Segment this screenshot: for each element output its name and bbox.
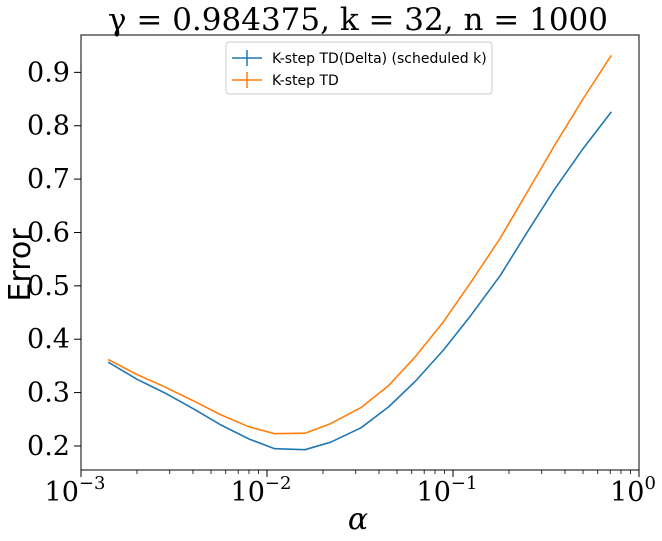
legend: K-step TD(Delta) (scheduled k) K-step TD (225, 41, 493, 95)
y-tick-label-5: 0.7 (27, 164, 70, 195)
y-tick-label-3: 0.5 (27, 271, 70, 302)
x-axis-label: α (348, 502, 368, 537)
legend-entry-0: K-step TD(Delta) (scheduled k) (232, 50, 487, 67)
x-axis-minor-ticks (136, 470, 631, 474)
chart-title: γ = 0.984375, k = 32, n = 1000 (108, 2, 608, 38)
y-tick-label-4: 0.6 (27, 217, 70, 248)
series-line-1 (107, 54, 612, 435)
plot-area (80, 34, 640, 471)
series-layer (107, 54, 612, 451)
legend-label-0: K-step TD(Delta) (scheduled k) (272, 51, 487, 67)
y-axis: 0.2 0.3 0.4 0.5 0.6 0.7 0.8 0.9 (27, 57, 81, 462)
y-tick-label-7: 0.9 (27, 57, 70, 88)
y-tick-label-2: 0.4 (27, 324, 70, 355)
plot-frame (80, 34, 640, 471)
y-axis-label: Error (3, 228, 38, 302)
y-tick-label-6: 0.8 (27, 111, 70, 142)
x-tick-label-3: 100 (610, 473, 656, 508)
y-tick-label-0: 0.2 (27, 431, 70, 462)
x-axis: 10−3 10−2 10−1 100 (45, 470, 656, 508)
x-tick-label-0: 10−3 (45, 473, 106, 508)
y-tick-label-1: 0.3 (27, 378, 70, 409)
legend-box (225, 41, 493, 95)
x-tick-label-1: 10−2 (231, 473, 292, 508)
legend-label-1: K-step TD (272, 73, 339, 89)
x-tick-label-2: 10−1 (417, 473, 478, 508)
series-line-0 (107, 111, 612, 451)
legend-entry-1: K-step TD (232, 72, 339, 89)
